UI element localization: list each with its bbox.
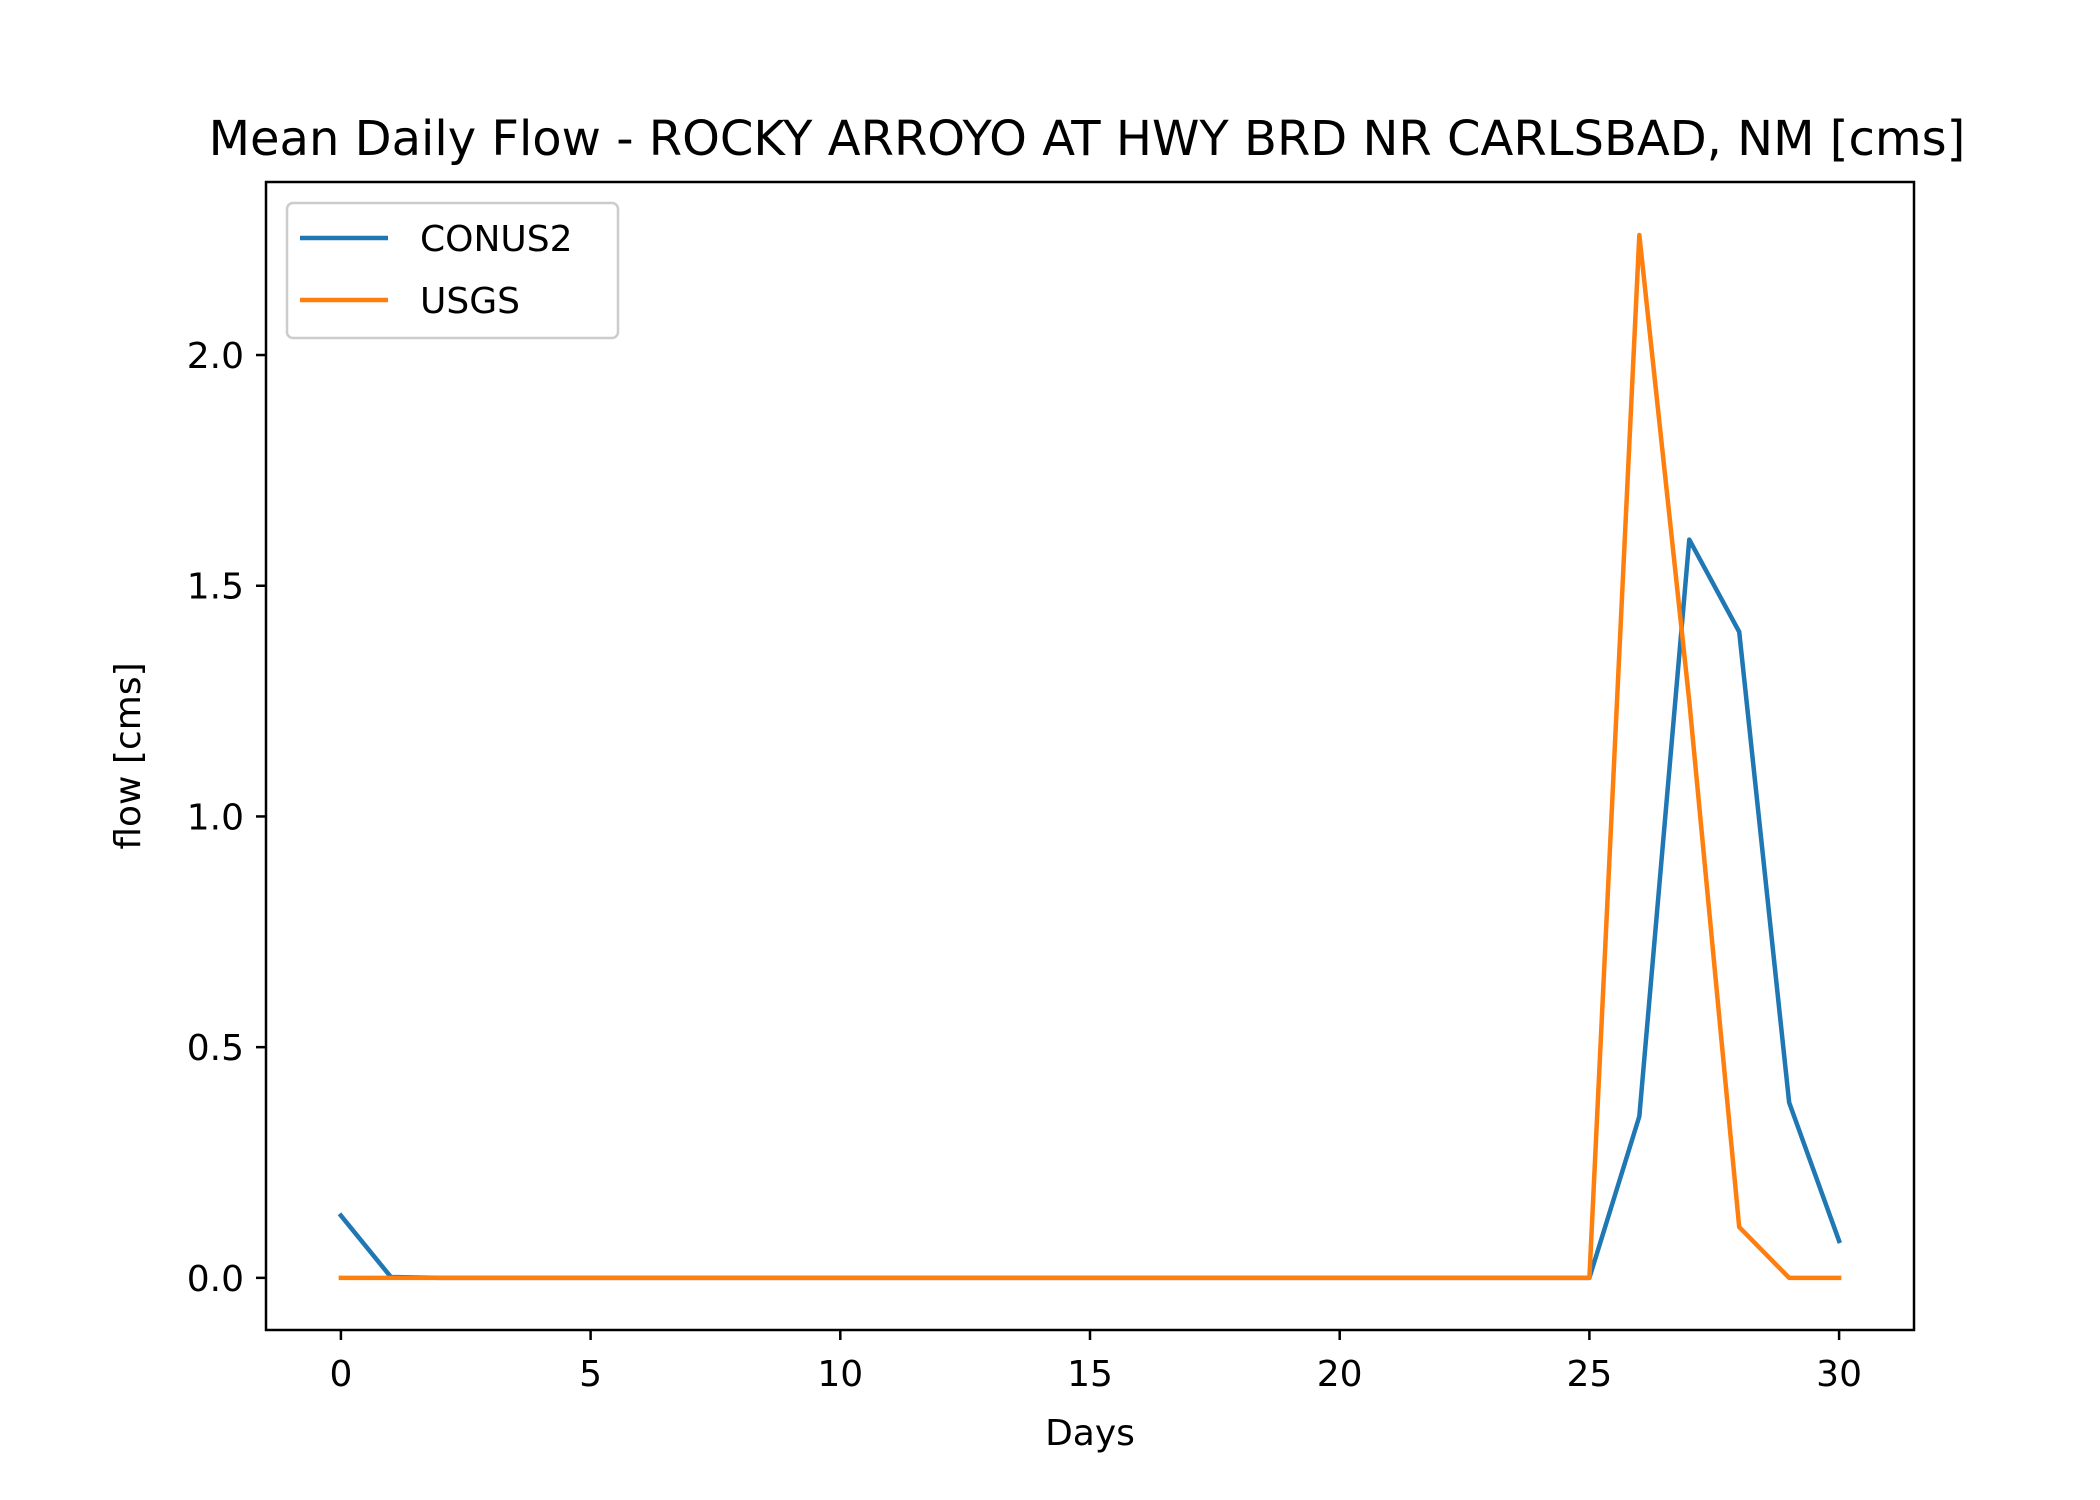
series-layer: [337, 232, 1842, 1281]
x-tick-label: 20: [1317, 1354, 1363, 1395]
y-tick-label: 0.5: [187, 1028, 244, 1069]
y-tick-label: 1.0: [187, 797, 244, 838]
series-line-usgs: [338, 232, 1842, 1281]
x-tick-label: 25: [1566, 1354, 1612, 1395]
x-axis-label: Days: [1045, 1413, 1135, 1454]
plot-area: [264, 180, 1916, 1332]
y-tick-label: 1.5: [187, 567, 244, 608]
legend-label-usgs: USGS: [420, 281, 520, 322]
legend-label-conus2: CONUS2: [420, 219, 573, 260]
chart-title: Mean Daily Flow - ROCKY ARROYO AT HWY BR…: [209, 111, 1966, 167]
x-tick-label: 0: [329, 1354, 352, 1395]
x-tick-label: 10: [817, 1354, 863, 1395]
y-tick-label: 0.0: [187, 1259, 244, 1300]
legend: CONUS2 USGS: [285, 201, 620, 340]
y-tick-label: 2.0: [187, 336, 244, 377]
y-axis: 0.0 0.5 1.0 1.5 2.0: [187, 336, 266, 1300]
x-tick-label: 5: [579, 1354, 602, 1395]
x-tick-label: 30: [1816, 1354, 1862, 1395]
legend-entries: CONUS2 USGS: [300, 219, 573, 322]
x-axis: 0 5 10 15 20 25 30: [329, 1330, 1862, 1395]
plot-background: [266, 182, 1914, 1330]
x-tick-label: 15: [1067, 1354, 1113, 1395]
y-axis-label: flow [cms]: [108, 662, 149, 849]
